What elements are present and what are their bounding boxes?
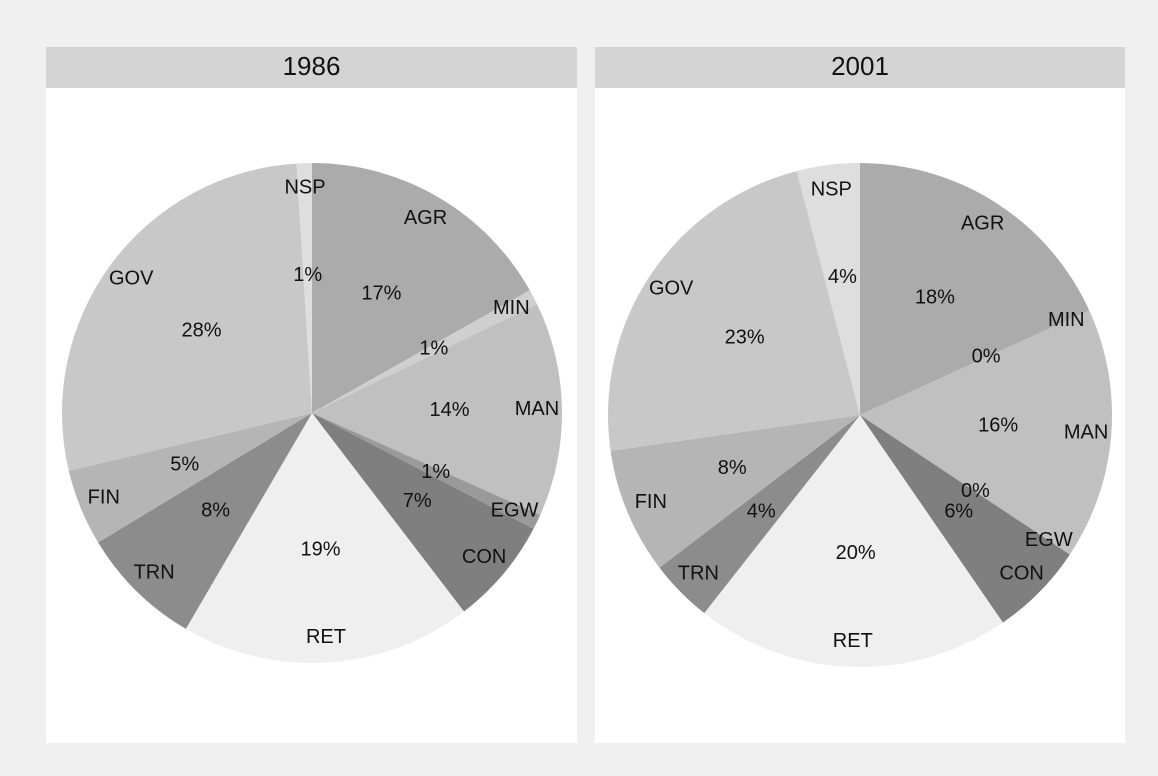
slice-label: TRN (134, 562, 175, 584)
pie-slice (312, 163, 530, 413)
pie-slice (704, 415, 1003, 668)
percent-label: 4% (828, 266, 857, 288)
percent-label: 28% (182, 319, 222, 341)
percent-label: 0% (972, 346, 1001, 368)
pie-slice (312, 304, 563, 515)
percent-label: 18% (915, 287, 955, 309)
slice-label: MAN (515, 398, 559, 420)
pie-slice (860, 310, 1112, 555)
slice-label: MAN (1064, 421, 1108, 443)
slice-label: RET (306, 626, 346, 648)
slice-label: CON (462, 546, 506, 568)
percent-label: 16% (978, 414, 1018, 436)
percent-label: 7% (403, 490, 432, 512)
panel-header (595, 47, 1125, 88)
percent-label: 8% (201, 499, 230, 521)
percent-label: 6% (944, 501, 973, 523)
slice-label: GOV (649, 278, 694, 300)
slice-label: AGR (961, 212, 1004, 234)
percent-label: 8% (718, 457, 747, 479)
panel-title: 1986 (283, 51, 341, 81)
percent-label: 1% (421, 461, 450, 483)
slice-label: FIN (88, 487, 120, 509)
pie-slice (98, 413, 313, 629)
percent-label: 20% (836, 542, 876, 564)
pie-slice (796, 163, 860, 415)
slice-label: RET (833, 630, 873, 652)
percent-label: 4% (747, 501, 776, 523)
panel-title: 2001 (831, 51, 889, 81)
percent-label: 23% (725, 327, 765, 349)
pie-slice (296, 163, 312, 413)
slice-label: FIN (635, 491, 667, 513)
slice-label: TRN (678, 562, 719, 584)
panel-header (46, 47, 577, 88)
slice-label: AGR (404, 207, 447, 229)
slice-label: MIN (1048, 309, 1085, 331)
pie-slice (659, 415, 860, 614)
pie-slice (610, 415, 860, 568)
pie-slice (860, 163, 1090, 415)
pie-slice (608, 171, 860, 451)
percent-label: 19% (301, 539, 341, 561)
percent-label: 1% (419, 338, 448, 360)
pie-slice (312, 290, 538, 413)
percent-label: 17% (361, 283, 401, 305)
pie-slice (860, 415, 1070, 623)
pie-slice (68, 413, 312, 543)
percent-label: 0% (961, 480, 990, 502)
percent-label: 1% (293, 264, 322, 286)
percent-label: 5% (170, 453, 199, 475)
slice-label: NSP (284, 176, 325, 198)
slice-label: NSP (811, 178, 852, 200)
pie-slice (312, 413, 541, 529)
slice-label: CON (999, 562, 1043, 584)
slice-label: EGW (491, 499, 539, 521)
slice-label: EGW (1025, 529, 1073, 551)
slice-label: GOV (109, 267, 154, 289)
pie-slice (185, 413, 464, 663)
pie-slice (62, 163, 312, 471)
percent-label: 14% (429, 399, 469, 421)
pie-slice (312, 413, 534, 612)
slice-label: MIN (493, 297, 530, 319)
